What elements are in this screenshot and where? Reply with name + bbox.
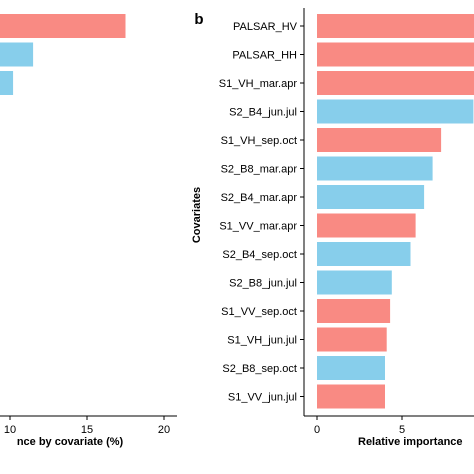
bar-PALSAR_HH (317, 42, 474, 67)
category-label-S1_VV_sep.oct: S1_VV_sep.oct (221, 306, 297, 318)
bar-S2_B8_jun.jul (317, 270, 392, 295)
category-label-S2_B4_mar.apr: S2_B4_mar.apr (221, 192, 298, 204)
bar-S2_B8_sep.oct (317, 356, 385, 380)
category-label-S2_B4_sep.oct: S2_B4_sep.oct (222, 249, 297, 261)
category-label-S2_B4_jun.jul: S2_B4_jun.jul (229, 107, 297, 119)
panel-a: 10 15 20 nce by covariate (%) (0, 14, 177, 448)
panel-a-bar-2 (0, 71, 14, 95)
panel-a-bars (0, 14, 126, 95)
category-label-S2_B8_sep.oct: S2_B8_sep.oct (222, 363, 297, 375)
bar-S1_VH_sep.oct (317, 128, 442, 152)
bar-S1_VV_jun.jul (317, 384, 385, 409)
x-tick-label-0: 0 (314, 424, 320, 436)
category-label-PALSAR_HH: PALSAR_HH (232, 50, 297, 62)
panel-b-y-ticks (300, 25, 304, 397)
category-label-S2_B8_mar.apr: S2_B8_mar.apr (221, 164, 298, 176)
panel-b-bars (317, 14, 474, 409)
bar-S2_B4_sep.oct (317, 242, 411, 266)
bar-PALSAR_HV (317, 14, 474, 38)
category-label-S2_B8_jun.jul: S2_B8_jun.jul (229, 278, 297, 290)
panel-a-bar-1 (0, 42, 34, 67)
panel-a-bar-0 (0, 14, 126, 38)
panel-a-x-tick-label-20: 20 (158, 424, 170, 436)
category-label-S1_VH_sep.oct: S1_VH_sep.oct (221, 135, 297, 147)
panel-b: b Covariates PALSAR_HV PALSAR_HH S1_VH_mar… (191, 8, 474, 448)
panel-b-category-labels: PALSAR_HV PALSAR_HH S1_VH_mar.apr S2_B4_jun… (219, 21, 298, 404)
bar-S2_B4_mar.apr (317, 185, 425, 209)
category-label-S1_VV_mar.apr: S1_VV_mar.apr (219, 221, 297, 233)
x-tick-label-5: 5 (399, 424, 405, 436)
bar-S1_VV_sep.oct (317, 299, 391, 323)
bar-S1_VH_jun.jul (317, 327, 387, 352)
category-label-S1_VH_mar.apr: S1_VH_mar.apr (219, 78, 298, 90)
bar-S2_B4_jun.jul (317, 99, 474, 124)
bar-S1_VV_mar.apr (317, 213, 416, 238)
category-label-S1_VV_jun.jul: S1_VV_jun.jul (228, 392, 297, 404)
panel-b-x-axis-title: Relative importance (358, 436, 463, 448)
category-label-S1_VH_jun.jul: S1_VH_jun.jul (227, 335, 297, 347)
bar-S1_VH_mar.apr (317, 71, 474, 95)
panel-a-x-axis-title: nce by covariate (%) (17, 436, 124, 448)
panel-b-letter: b (194, 11, 203, 28)
panel-a-x-tick-label-10: 10 (4, 424, 16, 436)
bar-S2_B8_mar.apr (317, 156, 433, 181)
panel-a-ticks: 10 15 20 (4, 416, 170, 436)
panel-b-y-axis-title: Covariates (191, 187, 203, 243)
category-label-PALSAR_HV: PALSAR_HV (233, 21, 298, 33)
panel-b-x-ticks: 0510 (314, 416, 405, 436)
panel-a-x-tick-label-15: 15 (81, 424, 93, 436)
